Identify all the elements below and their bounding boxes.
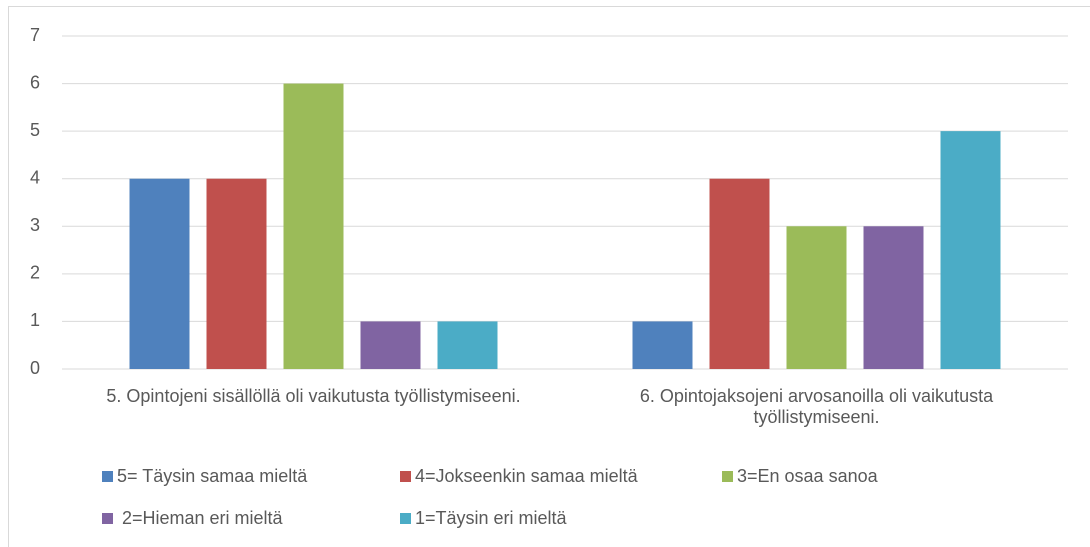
y-tick-label: 4 [30,167,40,187]
legend-swatch [400,471,411,482]
x-tick-label: 5. Opintojeni sisällöllä oli vaikutusta … [106,386,521,406]
y-tick-label: 3 [30,215,40,235]
legend-item: 2=Hieman eri mieltä [102,508,283,529]
y-tick-label: 1 [30,310,40,330]
bar [709,178,770,369]
legend-label: 3=En osaa sanoa [737,466,878,486]
y-tick-label: 5 [30,120,40,140]
y-tick-label: 6 [30,72,40,92]
y-tick-label: 2 [30,263,40,283]
legend-item: 4=Jokseenkin samaa mieltä [400,466,638,487]
legend-item: 3=En osaa sanoa [722,466,878,487]
legend-swatch [722,471,733,482]
bar [360,321,421,369]
chart-border [8,6,1090,547]
y-tick-label: 0 [30,358,40,378]
legend-label: 5= Täysin samaa mieltä [117,466,308,486]
legend-swatch [400,513,411,524]
bar [863,226,924,369]
x-tick-label: 6. Opintojaksojeni arvosanoilla oli vaik… [639,386,994,427]
legend-label: 2=Hieman eri mieltä [122,508,283,528]
bar [632,321,693,369]
legend-item: 1=Täysin eri mieltä [400,508,567,529]
legend-swatch [102,513,113,524]
legend-item: 5= Täysin samaa mieltä [102,466,307,487]
bar [206,178,267,369]
bar [786,226,847,369]
bar [283,83,344,370]
legend-label: 4=Jokseenkin samaa mieltä [415,466,638,486]
bar [437,321,498,369]
y-tick-label: 7 [30,25,40,45]
bar [129,178,190,369]
legend-swatch [102,471,113,482]
bar [940,131,1001,369]
legend-label: 1=Täysin eri mieltä [415,508,567,528]
